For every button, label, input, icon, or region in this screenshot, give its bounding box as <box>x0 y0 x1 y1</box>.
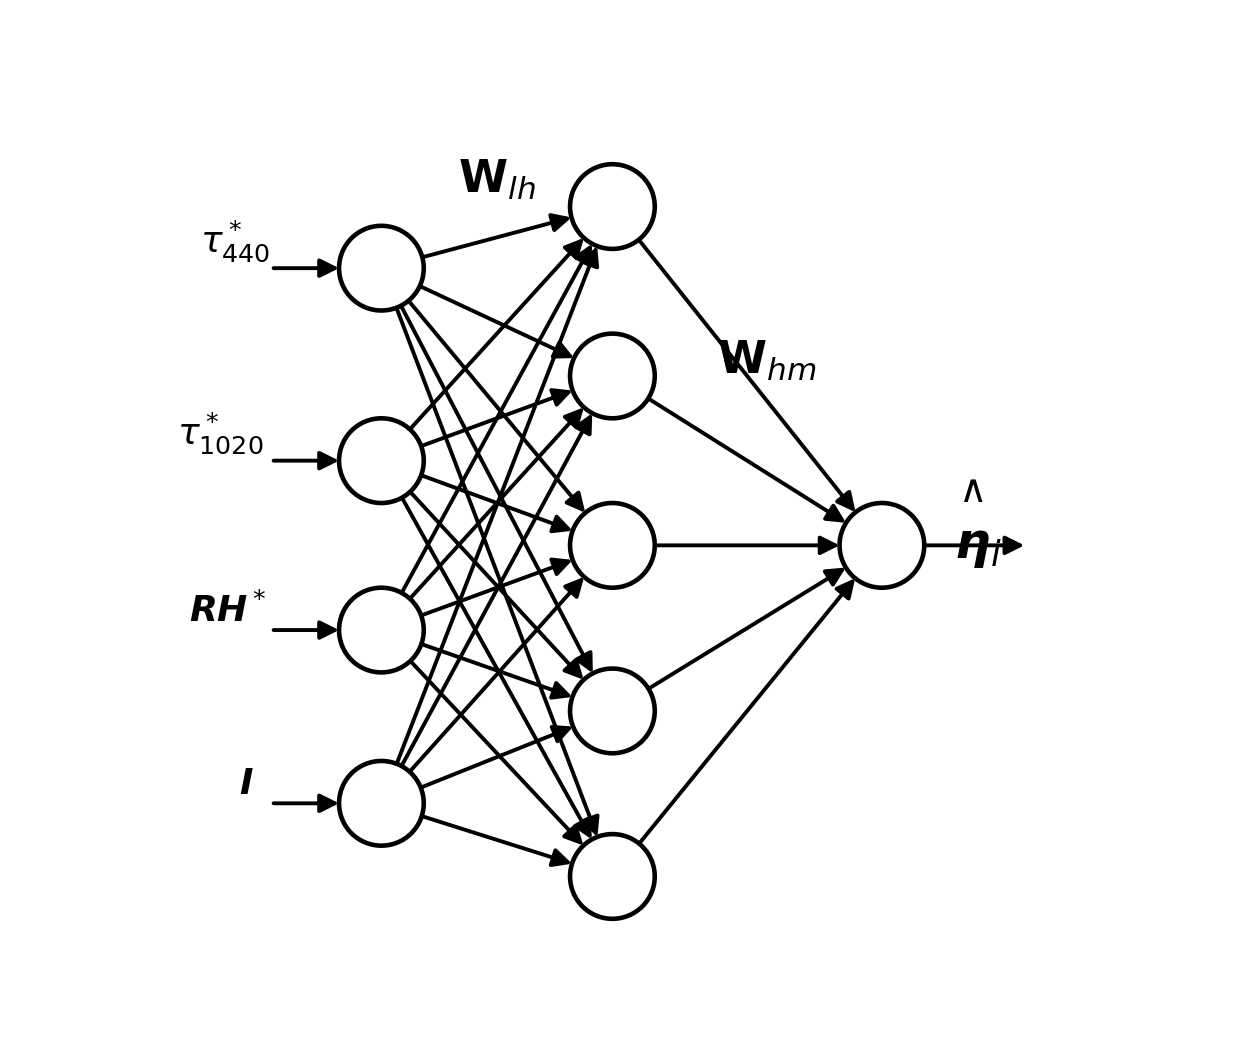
Circle shape <box>570 334 655 418</box>
Circle shape <box>570 834 655 919</box>
Circle shape <box>570 164 655 249</box>
Text: $\mathbf{W}_{hm}$: $\mathbf{W}_{hm}$ <box>717 338 816 383</box>
Circle shape <box>570 503 655 588</box>
Text: $\tau^*_{440}$: $\tau^*_{440}$ <box>200 218 270 264</box>
Circle shape <box>339 761 424 845</box>
Circle shape <box>839 503 924 588</box>
Text: $\wedge$: $\wedge$ <box>957 473 983 510</box>
Circle shape <box>339 418 424 503</box>
Circle shape <box>339 226 424 311</box>
Circle shape <box>339 588 424 672</box>
Circle shape <box>570 668 655 754</box>
Text: $\mathbf{W}_{lh}$: $\mathbf{W}_{lh}$ <box>458 157 536 201</box>
Text: $\boldsymbol{I}$: $\boldsymbol{I}$ <box>239 767 254 801</box>
Text: $\boldsymbol{\eta}_i$: $\boldsymbol{\eta}_i$ <box>955 521 1002 570</box>
Text: $\tau^*_{1020}$: $\tau^*_{1020}$ <box>176 411 263 456</box>
Text: $\boldsymbol{RH}^*$: $\boldsymbol{RH}^*$ <box>188 592 267 629</box>
